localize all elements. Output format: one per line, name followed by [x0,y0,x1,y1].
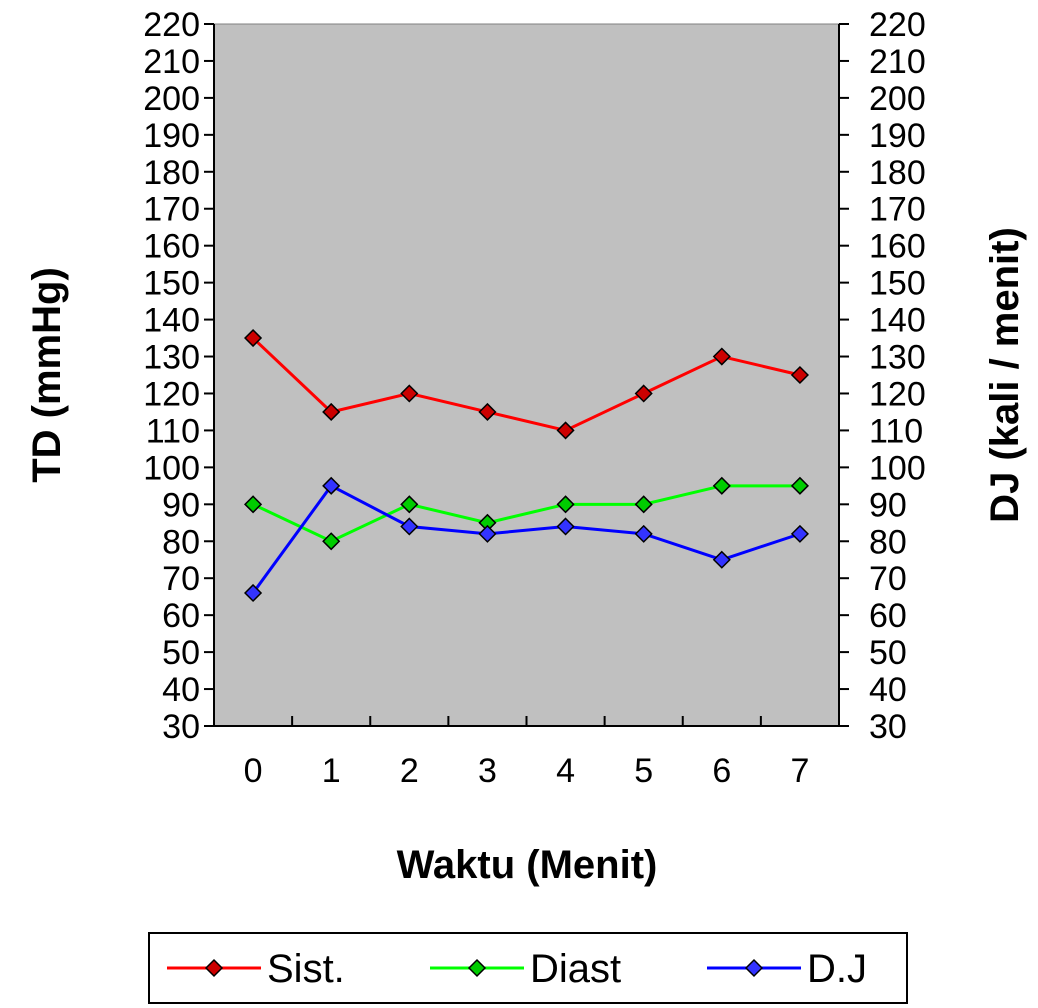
data-point [244,495,263,514]
data-point [478,402,497,422]
y-tick-label-left: 40 [162,671,200,709]
x-tick-label: 4 [556,752,575,790]
y-tick-label-left: 200 [143,80,200,118]
data-point [478,524,497,543]
x-tick-label: 3 [478,752,497,790]
data-point [322,476,341,495]
x-tick-label: 2 [400,752,419,790]
y-axis-title-right: DJ (kali / menit) [983,227,1027,523]
legend-items: Sist. Diast D.J [167,947,867,991]
data-point [556,495,575,514]
y-tick-label-right: 210 [869,43,926,81]
y-tick-label-left: 70 [162,560,200,598]
data-point [556,517,575,536]
y-tick-label-left: 190 [143,117,200,155]
data-point [634,495,653,514]
y-tick-label-left: 130 [143,339,200,377]
y-tick-label-right: 160 [869,228,926,266]
y-tick-label-right: 180 [869,154,926,192]
y-tick-label-left: 140 [143,302,200,340]
data-point [400,495,419,514]
y-tick-label-left: 210 [143,43,200,81]
data-point [712,347,731,366]
data-point [790,476,809,495]
y-tick-label-left: 30 [162,708,200,746]
y-tick-label-left: 150 [143,265,200,303]
data-point [322,532,341,551]
data-point [634,524,653,543]
y-axis-title-left: TD (mmHg) [25,267,69,483]
y-tick-label-right: 100 [869,449,926,487]
y-tick-label-right: 50 [869,634,907,672]
legend-swatch-marker [744,958,764,978]
legend-swatch-marker [467,958,487,978]
y-tick-label-right: 190 [869,117,926,155]
data-point [244,328,263,348]
series-line [252,484,800,543]
legend: Sist. Diast D.J [148,932,908,1004]
data-point [556,421,575,440]
legend-swatch-marker [204,958,224,978]
data-point [400,384,419,403]
y-tick-label-right: 80 [869,523,907,561]
series-line [252,336,801,433]
y-tick-label-left: 170 [143,191,200,229]
y-tick-label-left: 80 [162,523,200,561]
y-tick-label-left: 100 [143,449,200,487]
data-point [790,365,809,385]
y-tick-label-right: 110 [869,412,923,450]
y-tick-label-left: 180 [143,154,200,192]
data-point [400,517,419,536]
series-line [251,483,801,594]
y-tick-label-left: 220 [143,6,200,44]
x-axis-title: Waktu (Menit) [397,843,658,887]
data-point [634,384,653,403]
y-tick-label-left: 60 [162,597,200,635]
series-layer [244,328,809,603]
data-point [712,550,731,569]
y-tick-label-right: 70 [869,560,907,598]
x-tick-label: 5 [634,752,653,790]
x-tick-label: 0 [244,752,263,790]
y-tick-label-left: 50 [162,634,200,672]
legend-label: Diast [530,947,621,991]
data-point [322,402,341,422]
plot-area [213,23,840,727]
legend-label: Sist. [267,947,345,991]
x-tick-label: 7 [790,752,809,790]
y-tick-label-right: 120 [869,375,926,413]
x-tick-label: 6 [712,752,731,790]
y-tick-label-right: 140 [869,302,926,340]
y-tick-label-right: 200 [869,80,926,118]
data-point [244,583,263,603]
x-tick-label: 1 [322,752,341,790]
y-tick-label-right: 60 [869,597,907,635]
data-point [712,476,731,495]
y-tick-label-left: 160 [143,228,200,266]
y-tick-label-left: 90 [162,486,200,524]
y-tick-label-right: 30 [869,708,907,746]
y-tick-label-right: 90 [869,486,907,524]
y-tick-label-right: 130 [869,339,926,377]
data-point [790,524,809,543]
y-tick-label-right: 150 [869,265,926,303]
y-tick-label-right: 170 [869,191,926,229]
y-tick-label-right: 220 [869,6,926,44]
y-tick-label-right: 40 [869,671,907,709]
y-tick-label-left: 120 [143,375,200,413]
y-tick-label-left: 110 [146,412,200,450]
legend-label: D.J [807,947,867,991]
